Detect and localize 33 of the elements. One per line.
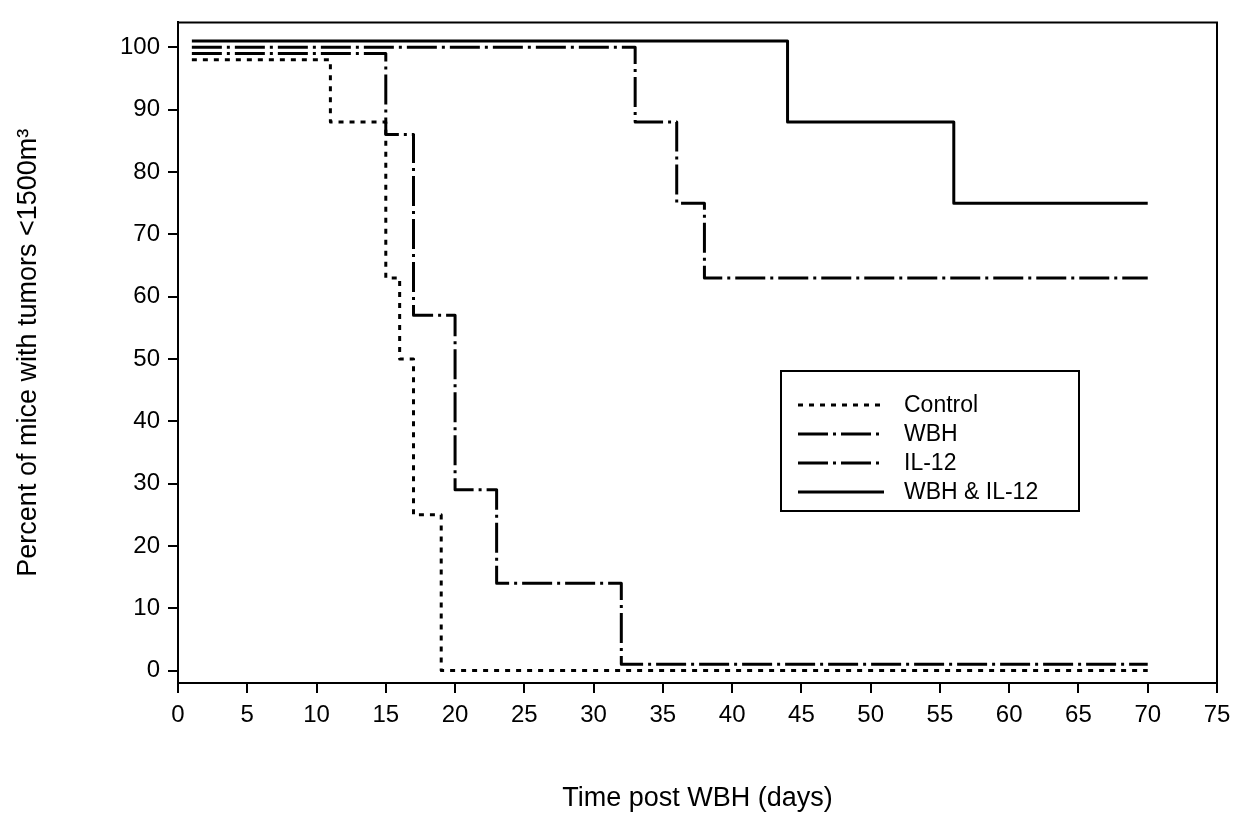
y-tick-label: 70: [133, 218, 160, 246]
x-tick-label: 50: [857, 700, 885, 728]
x-tick-label: 65: [1065, 700, 1092, 728]
x-tick-label: 40: [718, 700, 746, 728]
x-tick-label: 30: [580, 700, 607, 728]
x-tick-label: 60: [995, 700, 1023, 728]
x-axis-title: Time post WBH (days): [562, 782, 833, 813]
y-tick-label: 60: [133, 281, 160, 309]
y-tick-label: 10: [133, 592, 160, 620]
y-axis-title: Percent of mice with tumors <1500m³: [11, 128, 42, 577]
x-tick-label: 20: [441, 700, 469, 728]
x-tick-label: 35: [649, 700, 677, 728]
x-tick-label: 15: [372, 700, 400, 728]
legend-label: WBH: [904, 420, 958, 447]
y-tick-label: 80: [133, 156, 160, 184]
x-tick-label: 10: [303, 700, 330, 728]
x-tick-label: 45: [788, 700, 815, 728]
x-tick-label: 75: [1203, 700, 1231, 728]
x-tick-label: 25: [510, 700, 538, 728]
y-tick-label: 40: [133, 405, 160, 433]
x-tick-label: 70: [1134, 700, 1162, 728]
y-tick-label: 30: [133, 468, 160, 496]
y-tick-label: 90: [133, 94, 160, 122]
x-tick-label: 55: [926, 700, 954, 728]
x-tick-label: 0: [171, 700, 185, 728]
y-tick-label: 0: [146, 655, 160, 683]
y-tick-label: 50: [133, 343, 160, 371]
x-tick-label: 5: [240, 700, 254, 728]
y-tick-label: 100: [119, 31, 160, 59]
legend-label: Control: [904, 391, 979, 418]
legend-label: IL-12: [904, 449, 957, 476]
legend-label: WBH & IL-12: [904, 478, 1039, 505]
y-tick-label: 20: [133, 530, 160, 558]
